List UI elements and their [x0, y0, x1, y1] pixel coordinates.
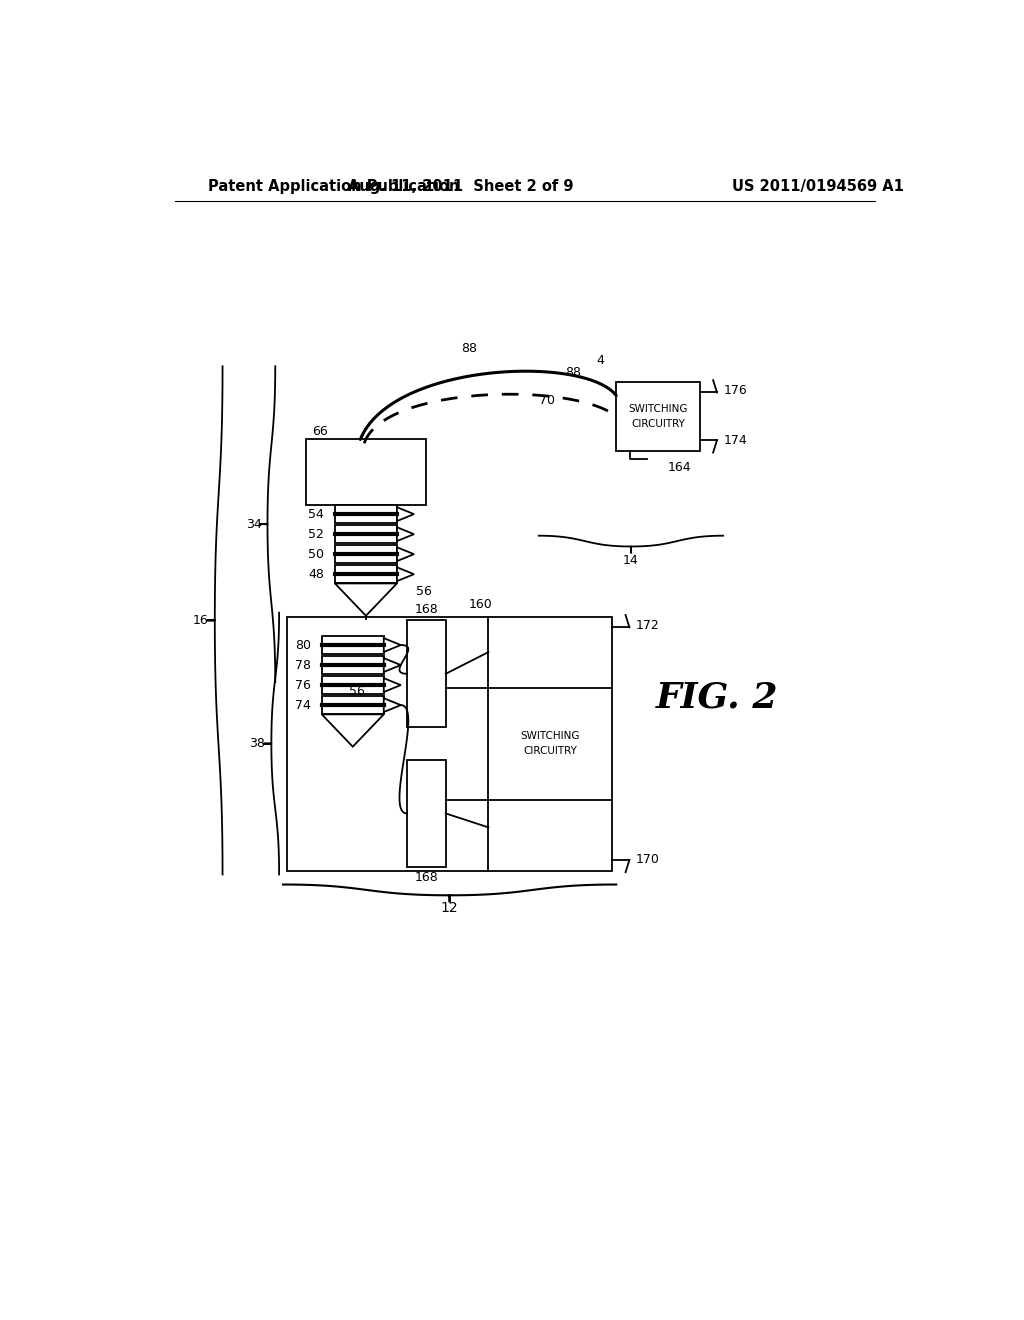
Polygon shape [384, 698, 400, 711]
Text: 50: 50 [308, 548, 324, 561]
Bar [407, 760, 445, 867]
Text: 56: 56 [416, 585, 431, 598]
Polygon shape [397, 548, 414, 561]
Polygon shape [384, 659, 400, 672]
Text: 56: 56 [349, 685, 365, 698]
Text: 38: 38 [250, 737, 265, 750]
Text: 4: 4 [597, 354, 605, 367]
Text: 88: 88 [565, 366, 582, 379]
Bar [335, 506, 397, 524]
Text: SWITCHING: SWITCHING [520, 731, 581, 741]
Bar [322, 636, 384, 655]
Text: SWITCHING: SWITCHING [629, 404, 688, 413]
Bar [616, 381, 700, 451]
Bar [322, 656, 384, 675]
Text: 160: 160 [469, 598, 493, 611]
Text: 70: 70 [539, 395, 555, 408]
Text: US 2011/0194569 A1: US 2011/0194569 A1 [732, 180, 904, 194]
Text: 170: 170 [636, 853, 659, 866]
Text: CIRCUITRY: CIRCUITRY [523, 746, 578, 756]
Text: CIRCUITRY: CIRCUITRY [631, 418, 685, 429]
Polygon shape [384, 638, 400, 652]
Text: 16: 16 [193, 614, 209, 627]
Text: 172: 172 [636, 619, 659, 632]
Bar [287, 616, 612, 871]
Polygon shape [384, 678, 400, 692]
Bar [322, 676, 384, 694]
Polygon shape [322, 714, 384, 747]
Text: 54: 54 [308, 508, 324, 520]
Text: 34: 34 [246, 517, 261, 531]
Text: Patent Application Publication: Patent Application Publication [208, 180, 460, 194]
Text: Aug. 11, 2011  Sheet 2 of 9: Aug. 11, 2011 Sheet 2 of 9 [348, 180, 574, 194]
Text: 78: 78 [295, 659, 311, 672]
Text: 88: 88 [461, 342, 477, 355]
Polygon shape [397, 507, 414, 521]
Polygon shape [397, 527, 414, 541]
Polygon shape [397, 568, 414, 581]
Text: 174: 174 [723, 434, 746, 446]
Polygon shape [335, 583, 397, 615]
Bar [335, 545, 397, 564]
Text: 52: 52 [308, 528, 324, 541]
Text: 48: 48 [308, 568, 324, 581]
Text: 76: 76 [295, 678, 311, 692]
Text: 80: 80 [295, 639, 311, 652]
Bar [322, 696, 384, 714]
Text: 14: 14 [623, 554, 639, 566]
Bar [407, 620, 445, 727]
Text: 164: 164 [668, 462, 691, 474]
Text: 74: 74 [295, 698, 311, 711]
Text: 168: 168 [415, 603, 438, 616]
Text: 168: 168 [415, 871, 438, 884]
Text: 176: 176 [723, 384, 746, 397]
Text: 12: 12 [440, 900, 459, 915]
Text: 66: 66 [312, 425, 329, 438]
Bar [335, 565, 397, 583]
Bar [335, 525, 397, 544]
Text: FIG. 2: FIG. 2 [655, 680, 778, 714]
Bar [306, 440, 426, 506]
